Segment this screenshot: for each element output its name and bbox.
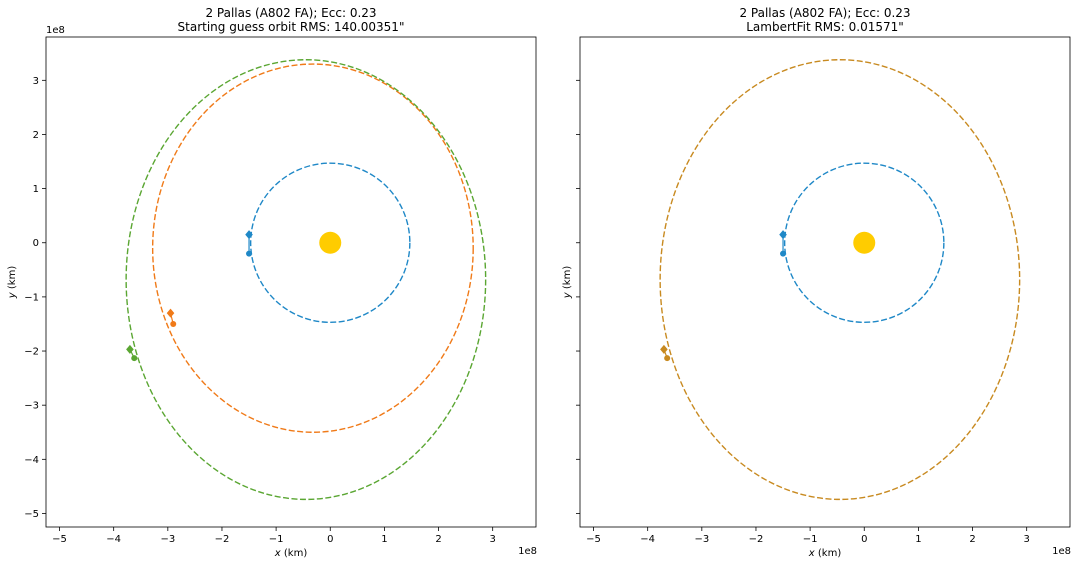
x-axis-label: x (km) xyxy=(274,548,308,559)
x-tick-label: −1 xyxy=(269,534,284,545)
x-tick-label: −4 xyxy=(106,534,121,545)
y-tick-label: −3 xyxy=(24,401,39,412)
y-tick-label: 2 xyxy=(33,130,39,141)
y-axis-label: y (km) xyxy=(562,266,573,300)
x-tick-label: −4 xyxy=(640,534,655,545)
x-tick-label: −2 xyxy=(749,534,764,545)
sun-marker xyxy=(853,231,876,254)
chart-title: 2 Pallas (A802 FA); Ecc: 0.23 xyxy=(205,6,376,20)
x-tick-label: 3 xyxy=(489,534,495,545)
y-tick-label: −1 xyxy=(24,292,39,303)
x-tick-label: −5 xyxy=(52,534,67,545)
y-tick-label: −4 xyxy=(24,455,39,466)
position-connector xyxy=(129,349,135,359)
x-tick-label: −3 xyxy=(694,534,709,545)
x-tick-label: −3 xyxy=(160,534,175,545)
y-offset-label: 1e8 xyxy=(46,25,65,36)
chart-panel-2: 2 Pallas (A802 FA); Ecc: 0.23LambertFit … xyxy=(562,6,1071,559)
y-tick-label: −2 xyxy=(24,347,39,358)
x-offset-label: 1e8 xyxy=(1052,546,1071,557)
orbit-line-fit xyxy=(125,59,487,501)
x-tick-label: 0 xyxy=(327,534,333,545)
orbit-line-overlap xyxy=(659,59,1021,501)
x-axis-label: x (km) xyxy=(808,548,842,559)
sun-marker xyxy=(319,231,342,254)
x-tick-label: 1 xyxy=(381,534,387,545)
x-tick-label: −2 xyxy=(215,534,230,545)
y-tick-label: 1 xyxy=(33,184,39,195)
position-connector xyxy=(169,312,174,325)
axes-frame xyxy=(45,36,537,528)
chart-subtitle: Starting guess orbit RMS: 140.00351" xyxy=(178,20,405,34)
position-connector xyxy=(663,349,668,359)
x-tick-label: −5 xyxy=(586,534,601,545)
chart-subtitle: LambertFit RMS: 0.01571" xyxy=(746,20,904,34)
x-tick-label: 3 xyxy=(1023,534,1029,545)
y-tick-label: −5 xyxy=(24,509,39,520)
orbit-line-guess xyxy=(151,63,474,433)
y-tick-label: 3 xyxy=(33,76,39,87)
chart-title: 2 Pallas (A802 FA); Ecc: 0.23 xyxy=(739,6,910,20)
y-axis-label: y (km) xyxy=(7,266,18,300)
x-tick-label: −1 xyxy=(803,534,818,545)
x-offset-label: 1e8 xyxy=(518,546,537,557)
orbit-line-earth xyxy=(249,162,411,324)
x-tick-label: 0 xyxy=(861,534,867,545)
y-tick-label: 0 xyxy=(33,238,39,249)
axes-frame xyxy=(579,36,1071,528)
x-tick-label: 1 xyxy=(915,534,921,545)
x-tick-label: 2 xyxy=(969,534,975,545)
x-tick-label: 2 xyxy=(435,534,441,545)
orbit-line-earth xyxy=(783,162,945,324)
